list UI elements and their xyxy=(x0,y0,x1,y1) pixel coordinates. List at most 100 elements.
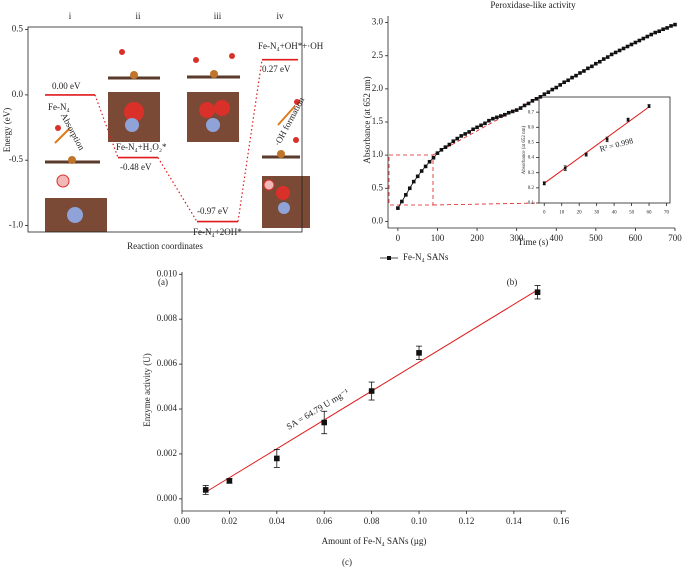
y-tick-label: 3.0 xyxy=(372,17,384,27)
marker xyxy=(534,289,541,296)
marker xyxy=(582,69,586,73)
atom xyxy=(277,150,285,158)
axis-title: Energy (eV) xyxy=(2,108,12,153)
x-tick-label: 200 xyxy=(470,233,484,243)
y-tick-label: 0.1 xyxy=(528,201,535,206)
y-tick-label: 0.000 xyxy=(157,493,178,503)
state-label: Fe-N₄+H₂O₂* xyxy=(116,142,167,152)
x-tick-label: 50 xyxy=(629,211,635,216)
marker xyxy=(590,64,594,69)
marker xyxy=(637,38,642,43)
marker xyxy=(416,350,422,356)
y-tick-label: 0.004 xyxy=(157,403,178,413)
energy-frame xyxy=(27,26,303,233)
marker xyxy=(558,83,562,87)
x-tick-label: 30 xyxy=(594,211,600,216)
x-tick-label: 0 xyxy=(396,233,401,243)
y-tick-label: 2.5 xyxy=(372,50,384,60)
state-label: Fe-N₄+2OH* xyxy=(193,227,242,237)
marker xyxy=(459,134,464,138)
annotation: SA = 64.79 U mg⁻¹ xyxy=(285,387,351,432)
x-tick-label: 100 xyxy=(431,233,445,243)
molecule-art xyxy=(45,49,310,232)
marker xyxy=(597,59,602,64)
state-label: Fe-N₄+OH*+·OH xyxy=(258,41,324,51)
marker xyxy=(633,40,638,45)
zoom-line xyxy=(432,202,540,206)
series-line xyxy=(397,24,676,209)
marker xyxy=(447,142,452,147)
value-label: -0.97 eV xyxy=(197,206,229,216)
atom xyxy=(68,156,76,164)
x-tick-label: 0.02 xyxy=(222,516,238,526)
marker xyxy=(661,27,665,32)
axis-title: Reaction coordinates xyxy=(127,241,203,251)
x-tick-label: 0.04 xyxy=(269,516,285,526)
marker xyxy=(534,97,539,101)
x-tick-label: 0.08 xyxy=(364,516,380,526)
marker xyxy=(274,455,280,462)
x-tick-label: 0.00 xyxy=(174,516,190,526)
fit-line xyxy=(543,106,650,184)
panel-label: (b) xyxy=(507,277,518,287)
marker xyxy=(563,166,567,170)
category-label: iv xyxy=(276,11,284,21)
surface-iii xyxy=(187,92,239,142)
marker xyxy=(479,123,483,128)
chart-title: Peroxidase-like activity xyxy=(490,0,576,10)
y-tick-label: 0.7 xyxy=(528,110,535,115)
marker xyxy=(471,127,475,132)
atom xyxy=(119,49,125,55)
marker xyxy=(605,138,609,141)
marker xyxy=(491,116,495,121)
marker xyxy=(621,46,626,51)
marker xyxy=(594,61,598,66)
atom xyxy=(263,179,275,191)
connector xyxy=(157,157,198,222)
marker xyxy=(506,110,511,115)
marker xyxy=(487,118,491,123)
atom xyxy=(276,186,290,200)
marker xyxy=(649,32,654,37)
x-tick-label: 300 xyxy=(510,233,524,243)
marker xyxy=(368,388,375,394)
marker xyxy=(570,75,574,80)
marker xyxy=(626,118,630,122)
marker xyxy=(584,153,588,156)
marker xyxy=(542,182,546,185)
marker xyxy=(665,26,669,30)
atom xyxy=(130,71,138,79)
marker xyxy=(522,103,527,108)
atom xyxy=(199,102,215,118)
legend-marker xyxy=(387,256,391,260)
marker xyxy=(483,121,487,126)
value-label: 0.27 eV xyxy=(262,64,291,74)
marker xyxy=(226,478,233,484)
marker xyxy=(411,179,416,184)
axis-title: Absorbance (at 652 nm) xyxy=(522,125,527,174)
marker xyxy=(499,114,503,118)
atom xyxy=(229,53,235,59)
y-tick-label: 0.002 xyxy=(157,448,177,458)
marker xyxy=(566,78,570,83)
x-tick-label: 700 xyxy=(668,233,682,243)
marker xyxy=(514,108,519,112)
marker xyxy=(574,73,578,78)
marker xyxy=(526,101,531,106)
marker xyxy=(407,186,412,191)
marker xyxy=(647,104,651,108)
marker xyxy=(419,169,424,173)
marker xyxy=(605,55,610,59)
atom xyxy=(293,137,299,143)
x-tick-label: 0.14 xyxy=(506,516,522,526)
marker xyxy=(455,136,460,141)
y-tick-label: 0.5 xyxy=(12,24,24,34)
x-tick-label: 20 xyxy=(577,211,583,216)
marker xyxy=(451,139,456,144)
marker xyxy=(625,44,630,49)
marker xyxy=(562,80,566,85)
marker xyxy=(669,24,673,28)
x-tick-label: 500 xyxy=(589,233,603,243)
